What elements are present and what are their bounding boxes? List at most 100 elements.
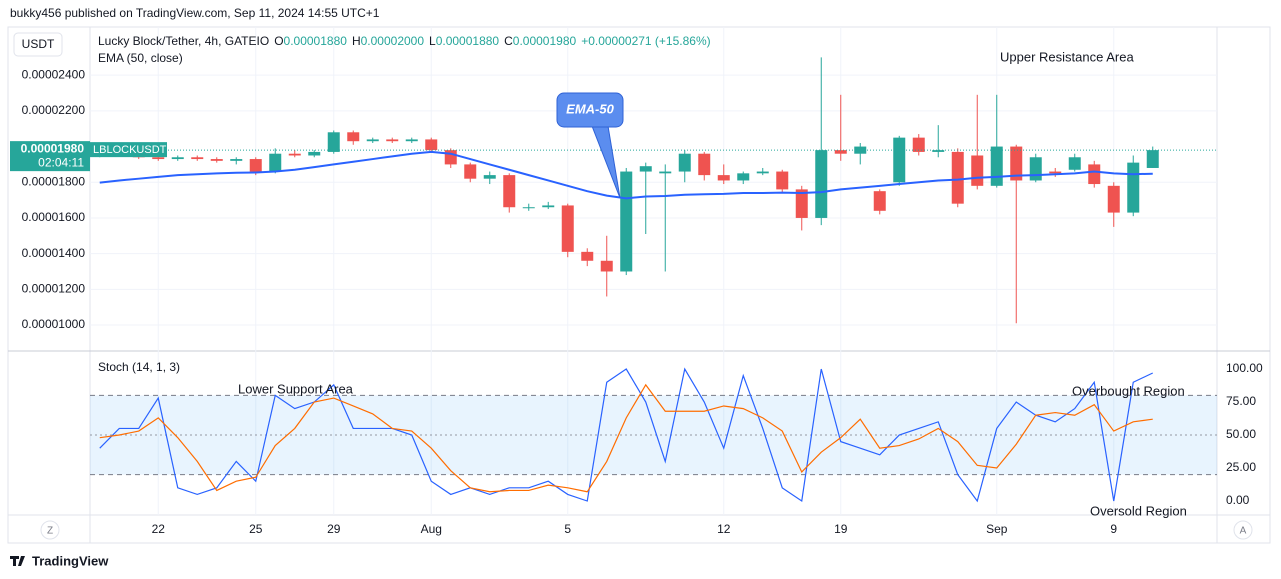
candle-body xyxy=(971,155,984,186)
candle-body xyxy=(1029,157,1042,181)
candle-body xyxy=(1107,185,1120,213)
ohlc-value: 0.00001880 xyxy=(436,34,500,48)
candle-body xyxy=(386,139,399,142)
candle-body xyxy=(639,166,652,172)
callout-text: EMA-50 xyxy=(566,101,614,116)
currency-button[interactable] xyxy=(13,32,63,57)
price-tag-countdown: 02:04:11 xyxy=(38,155,84,169)
candle-body xyxy=(1010,146,1023,181)
candle-body xyxy=(308,151,321,156)
publish-header: bukky456 published on TradingView.com, S… xyxy=(10,6,380,20)
candle-body xyxy=(795,189,808,218)
candle-body xyxy=(717,175,730,181)
symbol-title: Lucky Block/Tether, 4h, GATEIO xyxy=(98,34,269,48)
x-tick-label: 19 xyxy=(834,522,848,536)
chart-frame xyxy=(7,26,1271,544)
candle-body xyxy=(815,150,828,218)
series-line xyxy=(99,383,1153,493)
candle-body xyxy=(776,171,789,190)
candle-body xyxy=(1146,150,1159,168)
currency-label: USDT xyxy=(22,37,55,51)
price-tag xyxy=(10,141,90,172)
candle-body xyxy=(366,139,379,142)
candle-body xyxy=(932,150,945,152)
y-tick-label: 0.00 xyxy=(1226,493,1250,507)
candle-body xyxy=(405,139,418,142)
x-tick-label: 5 xyxy=(564,522,571,536)
candle-body xyxy=(347,132,360,142)
y-tick-label: 50.00 xyxy=(1226,427,1256,441)
candle-body xyxy=(327,132,340,152)
ohlc-key: O xyxy=(274,34,283,48)
candle-body xyxy=(210,159,223,161)
candle-body xyxy=(756,171,769,174)
candle-body xyxy=(542,205,555,208)
ohlc-value: 0.00001980 xyxy=(513,34,577,48)
y-tick-label: 0.00001800 xyxy=(22,174,86,188)
logo-mark xyxy=(10,556,25,566)
candle-body xyxy=(249,159,262,172)
annotation: Lower Support Area xyxy=(238,381,354,396)
plot-layer: 22 25 29 Aug 5 12 19 Sep 9 0.00001000 0.00001200 0.… xyxy=(22,27,1263,536)
candle-body xyxy=(600,260,613,272)
y-tick-label: 0.00001600 xyxy=(22,210,86,224)
annotation: Overbought Region xyxy=(1072,383,1185,398)
candle-body xyxy=(854,146,867,154)
candle-body xyxy=(444,150,457,165)
series-line xyxy=(99,367,1154,503)
candle-body xyxy=(464,164,477,179)
x-tick-label: Aug xyxy=(421,522,442,536)
ohlc-value: 0.00001880 xyxy=(284,34,348,48)
candle-body xyxy=(990,146,1003,186)
candle-body xyxy=(1049,171,1062,174)
candle-body xyxy=(834,150,847,154)
y-tick-label: 25.00 xyxy=(1226,460,1256,474)
ohlc-key: H xyxy=(352,34,361,48)
candle-body xyxy=(737,173,750,181)
candle-body xyxy=(1127,162,1140,213)
candle-body xyxy=(152,157,165,160)
stoch-legend: Stoch (14, 1, 3) xyxy=(98,360,180,374)
button-label: Z xyxy=(47,526,53,537)
candle-body xyxy=(269,153,282,172)
candle-body xyxy=(678,153,691,172)
symbol-tag xyxy=(90,142,167,158)
candle-body xyxy=(1088,164,1101,185)
candle-body xyxy=(191,157,204,160)
candle-body xyxy=(425,139,438,151)
candle-body xyxy=(620,171,633,272)
candle-body xyxy=(581,251,594,261)
auto-scale-button[interactable] xyxy=(1233,520,1253,540)
symbol-tag-label: LBLOCKUSDT xyxy=(93,144,167,156)
candle-body xyxy=(659,171,672,174)
candle-body xyxy=(561,205,574,252)
timezone-button[interactable] xyxy=(40,520,60,540)
y-tick-label: 0.00001200 xyxy=(22,281,86,295)
candle-body xyxy=(951,151,964,204)
button-label: A xyxy=(1240,526,1247,537)
candle-body xyxy=(698,153,711,176)
y-tick-label: 0.00001400 xyxy=(22,246,86,260)
x-tick-label: 29 xyxy=(327,522,341,536)
annotation: Upper Resistance Area xyxy=(1000,49,1134,64)
candle-body xyxy=(912,137,925,152)
ohlc-key: L xyxy=(429,34,436,48)
candle-body xyxy=(171,157,184,160)
y-tick-label: 75.00 xyxy=(1226,394,1256,408)
candle-body xyxy=(288,153,301,156)
price-tag-value: 0.00001980 xyxy=(21,141,85,155)
x-tick-label: 22 xyxy=(152,522,166,536)
x-tick-label: Sep xyxy=(986,522,1008,536)
candle-body xyxy=(873,191,886,211)
x-tick-label: 12 xyxy=(717,522,731,536)
candle-body xyxy=(503,175,516,208)
ohlc-value: 0.00002000 xyxy=(361,34,425,48)
ema-legend: EMA (50, close) xyxy=(98,51,183,65)
y-tick-label: 100.00 xyxy=(1226,361,1263,375)
y-tick-label: 0.00002400 xyxy=(22,67,86,81)
x-tick-label: 9 xyxy=(1110,522,1117,536)
ohlc-key: C xyxy=(504,34,513,48)
candle-body xyxy=(522,207,535,209)
candle-body xyxy=(893,137,906,183)
